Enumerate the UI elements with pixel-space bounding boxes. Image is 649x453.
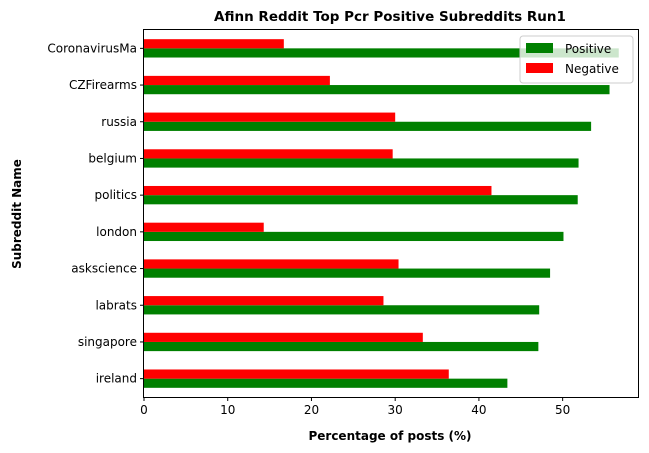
y-axis-ticks: CoronavirusMa CZFirearms russia belgium poli… (47, 41, 144, 386)
bar-negative-askscience (144, 259, 399, 269)
x-tick-label: 50 (555, 403, 570, 417)
x-axis-ticks: 0 10 20 30 40 50 (140, 397, 570, 417)
y-tick-label: askscience (71, 262, 137, 276)
bar-positive-politics (144, 195, 578, 205)
bar-negative-russia (144, 112, 396, 122)
bar-positive-belgium (144, 158, 579, 168)
legend: Positive Negative (519, 35, 634, 84)
plot-frame (143, 29, 639, 398)
legend-label-positive: Positive (565, 42, 611, 56)
bar-negative-london (144, 222, 264, 232)
x-tick-label: 20 (304, 403, 319, 417)
y-tick-label: politics (94, 188, 137, 202)
chart-title: Afinn Reddit Top Pcr Positive Subreddits… (214, 9, 566, 25)
y-tick-label: CZFirearms (69, 78, 137, 92)
legend-swatch-positive (526, 43, 553, 53)
bar-positive-askscience (144, 268, 551, 278)
bars-group (144, 39, 619, 388)
bar-negative-labrats (144, 296, 384, 306)
y-tick-label: CoronavirusMa (47, 41, 137, 55)
bar-negative-ireland (144, 369, 449, 379)
x-tick-label: 40 (471, 403, 486, 417)
bar-negative-czfirearms (144, 75, 330, 86)
y-tick-label: singapore (78, 335, 137, 349)
y-tick-label: belgium (88, 151, 137, 165)
bar-negative-singapore (144, 332, 423, 342)
bar-positive-coronavirusma (144, 48, 619, 58)
x-tick-label: 10 (220, 403, 235, 417)
bar-negative-coronavirusma (144, 39, 284, 49)
bar-positive-labrats (144, 305, 540, 315)
y-tick-label: ireland (96, 372, 137, 386)
bar-negative-politics (144, 185, 492, 196)
bar-positive-russia (144, 121, 592, 131)
x-tick-label: 30 (388, 403, 403, 417)
bar-negative-belgium (144, 149, 393, 159)
y-tick-label: russia (101, 115, 137, 129)
bar-positive-ireland (144, 378, 508, 388)
x-axis-label: Percentage of posts (%) (308, 429, 471, 443)
legend-label-negative: Negative (565, 62, 619, 76)
x-tick-label: 0 (140, 403, 148, 417)
bar-positive-london (144, 231, 564, 242)
bar-positive-singapore (144, 341, 539, 352)
bar-positive-czfirearms (144, 85, 610, 95)
legend-swatch-negative (526, 63, 553, 73)
y-tick-label: labrats (95, 298, 137, 312)
y-axis-label: Subreddit Name (10, 159, 24, 269)
y-tick-label: london (96, 225, 137, 239)
